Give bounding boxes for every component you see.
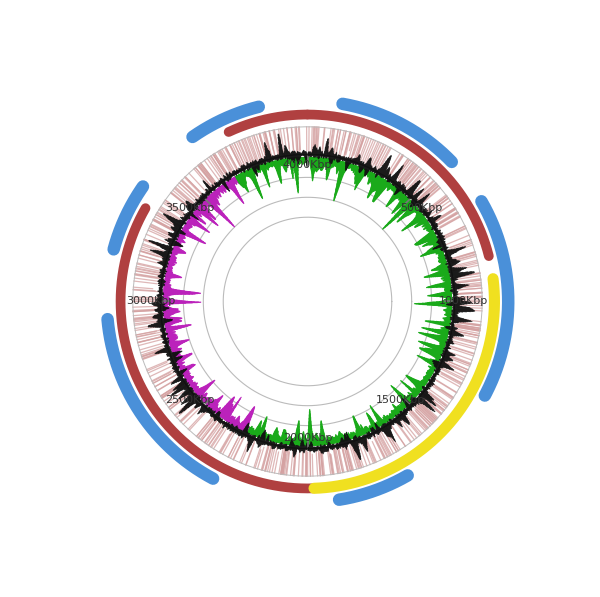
Text: 1000Kbp: 1000Kbp <box>439 297 488 306</box>
Text: 2500Kbp: 2500Kbp <box>165 395 214 405</box>
Text: 4000Kbp: 4000Kbp <box>283 160 332 170</box>
Text: 1500Kbp: 1500Kbp <box>376 395 425 405</box>
Text: 3500Kbp: 3500Kbp <box>165 204 214 213</box>
Text: 3000Kbp: 3000Kbp <box>127 297 176 306</box>
Text: 2000Kbp: 2000Kbp <box>283 433 332 443</box>
Text: 500Kbp: 500Kbp <box>401 204 443 213</box>
